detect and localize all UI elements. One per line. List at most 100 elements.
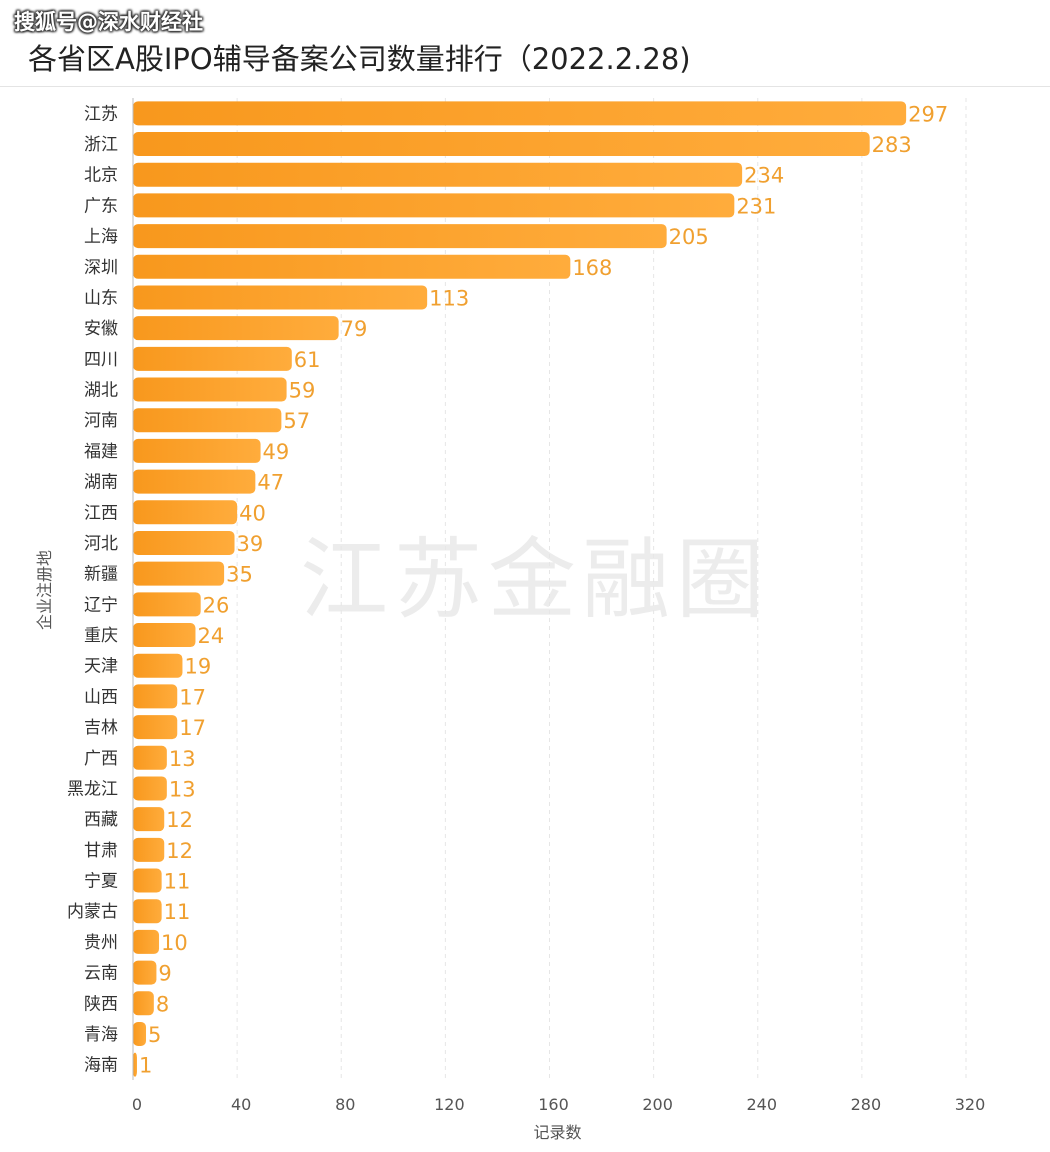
value-label: 5 xyxy=(148,1023,161,1047)
category-label: 云南 xyxy=(84,964,118,984)
bar-group: 河北 39 xyxy=(84,530,263,556)
bar-group: 宁夏 11 xyxy=(84,868,191,894)
x-tick-label: 280 xyxy=(851,1095,882,1114)
value-label: 9 xyxy=(158,962,171,986)
bar-group: 广西 13 xyxy=(84,745,196,771)
bar-group: 贵州 10 xyxy=(84,929,188,955)
bar xyxy=(133,623,196,648)
category-label: 福建 xyxy=(84,442,118,462)
bar xyxy=(133,224,667,249)
x-axis-ticks: 0 40 80 120 160 200 240 280 320 xyxy=(132,1095,985,1114)
bar xyxy=(133,776,167,801)
bar xyxy=(133,592,201,617)
bar-group: 甘肃 12 xyxy=(84,837,193,863)
bar xyxy=(133,837,165,862)
bar xyxy=(133,899,162,924)
bar-group: 西藏 12 xyxy=(84,807,193,832)
bar xyxy=(133,438,261,463)
value-label: 12 xyxy=(166,808,193,832)
value-label: 79 xyxy=(341,317,368,341)
category-label: 山东 xyxy=(84,288,118,308)
title-divider xyxy=(0,86,1050,87)
value-label: 17 xyxy=(179,716,206,740)
category-label: 内蒙古 xyxy=(67,902,118,922)
bar-group: 四川 61 xyxy=(84,346,321,372)
bar-group: 青海 5 xyxy=(84,1021,161,1047)
bar-group: 浙江 283 xyxy=(84,132,912,157)
bar xyxy=(133,500,238,525)
bar-group: 福建 49 xyxy=(84,438,290,464)
bar xyxy=(133,316,339,341)
x-tick-label: 40 xyxy=(231,1095,251,1114)
category-label: 吉林 xyxy=(84,718,118,738)
bar-group: 山西 17 xyxy=(84,684,206,709)
category-label: 宁夏 xyxy=(84,872,118,892)
value-label: 113 xyxy=(429,286,469,310)
category-label: 上海 xyxy=(84,227,118,247)
category-label: 黑龙江 xyxy=(67,779,118,799)
category-label: 河南 xyxy=(84,411,118,431)
value-label: 61 xyxy=(294,348,321,372)
value-label: 168 xyxy=(572,256,612,280)
value-label: 1 xyxy=(139,1054,152,1078)
bar xyxy=(133,991,154,1016)
bar xyxy=(133,960,157,985)
bar xyxy=(133,807,165,832)
category-label: 河北 xyxy=(84,534,118,554)
x-tick-label: 200 xyxy=(642,1095,673,1114)
bar-group: 广东 231 xyxy=(84,193,776,218)
x-tick-label: 240 xyxy=(746,1095,777,1114)
category-label: 贵州 xyxy=(84,933,118,953)
category-label: 辽宁 xyxy=(84,595,118,615)
bar xyxy=(133,868,162,893)
value-label: 59 xyxy=(289,379,316,403)
category-label: 湖南 xyxy=(84,473,118,493)
chart-title: 各省区A股IPO辅导备案公司数量排行（2022.2.28) xyxy=(28,42,691,76)
bar-group: 重庆 24 xyxy=(84,623,224,648)
bar-group: 辽宁 26 xyxy=(84,592,229,617)
category-label: 北京 xyxy=(84,166,118,186)
category-label: 江苏 xyxy=(84,104,118,124)
value-label: 8 xyxy=(156,992,169,1016)
bar-group: 江西 40 xyxy=(84,500,266,525)
bar xyxy=(133,745,167,770)
category-label: 重庆 xyxy=(84,626,118,646)
bar-group: 内蒙古 11 xyxy=(67,899,190,924)
bar-group: 山东 113 xyxy=(84,285,469,310)
value-label: 17 xyxy=(179,685,206,709)
bar-group: 安徽 79 xyxy=(84,316,367,341)
value-label: 49 xyxy=(263,440,290,464)
bar xyxy=(133,715,178,740)
category-label: 浙江 xyxy=(84,135,118,155)
value-label: 10 xyxy=(161,931,188,955)
category-label: 江西 xyxy=(84,503,118,523)
x-tick-label: 0 xyxy=(132,1095,142,1114)
background-watermark: 江苏金融圈 xyxy=(300,528,770,631)
bar-group: 湖北 59 xyxy=(84,377,316,403)
category-label: 湖北 xyxy=(84,381,118,401)
value-label: 57 xyxy=(283,409,310,433)
bar-group: 吉林 17 xyxy=(84,715,206,740)
bar xyxy=(133,684,178,709)
category-label: 天津 xyxy=(84,657,118,677)
x-tick-label: 320 xyxy=(955,1095,986,1114)
category-label: 西藏 xyxy=(84,810,118,830)
bar xyxy=(133,929,160,954)
y-axis-title: 企业注册地 xyxy=(35,550,54,630)
value-label: 13 xyxy=(169,777,196,801)
value-label: 26 xyxy=(203,593,230,617)
value-label: 11 xyxy=(164,870,191,894)
value-label: 12 xyxy=(166,839,193,863)
bar xyxy=(133,346,292,371)
category-label: 广东 xyxy=(84,196,118,216)
bar xyxy=(133,377,287,402)
category-label: 新疆 xyxy=(84,565,118,585)
bar xyxy=(133,132,870,157)
bar xyxy=(133,1052,137,1077)
bar xyxy=(133,530,235,555)
bar-group: 深圳 168 xyxy=(84,254,612,280)
bar xyxy=(133,162,743,187)
value-label: 40 xyxy=(239,501,266,525)
